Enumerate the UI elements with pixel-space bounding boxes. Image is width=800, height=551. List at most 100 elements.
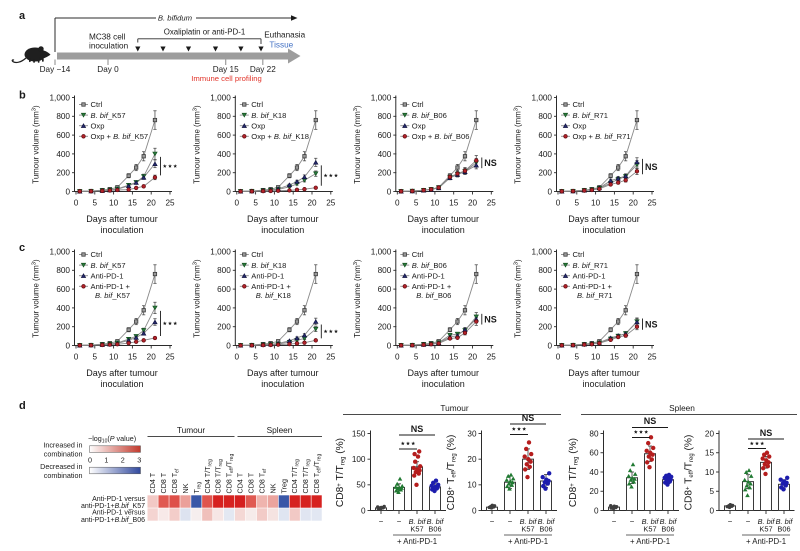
svg-text:800: 800 (538, 266, 552, 275)
svg-text:200: 200 (378, 169, 392, 178)
svg-text:Days after tumour: Days after tumour (568, 214, 640, 224)
svg-text:800: 800 (538, 112, 552, 121)
svg-text:CD8+ Teff/Treg (%): CD8+ Teff/Treg (%) (684, 435, 696, 511)
svg-text:B. bif_K18: B. bif_K18 (251, 111, 286, 120)
svg-text:20: 20 (705, 429, 715, 438)
svg-text:B. bif_B06: B. bif_B06 (416, 291, 451, 300)
svg-text:20: 20 (307, 353, 317, 362)
svg-text:CD8 Tef: CD8 Tef (257, 468, 268, 493)
svg-text:5: 5 (575, 199, 580, 208)
svg-text:60: 60 (589, 449, 599, 458)
svg-text:100: 100 (352, 455, 366, 464)
svg-text:anti-PD-1+B.bif_B06: anti-PD-1+B.bif_B06 (81, 517, 145, 524)
svg-text:0: 0 (387, 341, 392, 350)
svg-text:NS: NS (411, 424, 424, 434)
svg-text:200: 200 (56, 323, 70, 332)
svg-text:10: 10 (591, 199, 601, 208)
svg-text:20: 20 (307, 199, 317, 208)
svg-text:20: 20 (468, 199, 478, 208)
svg-text:Anti-PD-1: Anti-PD-1 (573, 271, 606, 280)
svg-text:B. bif: B. bif (642, 517, 660, 526)
svg-text:Treg: Treg (192, 482, 203, 494)
svg-text:0: 0 (547, 341, 552, 350)
svg-text:5: 5 (253, 199, 258, 208)
svg-text:5: 5 (414, 353, 419, 362)
svg-text:B. bif_B06: B. bif_B06 (412, 261, 447, 270)
svg-text:1,000: 1,000 (532, 247, 553, 256)
svg-text:15: 15 (610, 353, 620, 362)
svg-text:Tissue: Tissue (269, 41, 293, 50)
svg-text:Immune cell profiling: Immune cell profiling (191, 74, 262, 83)
svg-text:B. bif_K57: B. bif_K57 (95, 291, 130, 300)
svg-text:2: 2 (121, 455, 125, 464)
svg-text:0: 0 (226, 341, 231, 350)
svg-text:10: 10 (591, 353, 601, 362)
svg-text:15: 15 (128, 353, 138, 362)
svg-text:600: 600 (378, 131, 392, 140)
svg-text:B. bif: B. bif (409, 517, 427, 526)
svg-text:−: − (508, 517, 513, 526)
svg-text:400: 400 (538, 304, 552, 313)
svg-text:Anti-PD-1: Anti-PD-1 (251, 271, 284, 280)
svg-text:5: 5 (93, 199, 98, 208)
svg-text:200: 200 (217, 169, 231, 178)
svg-text:−: − (397, 517, 402, 526)
svg-text:CD4 T/Treg: CD4 T/Treg (290, 459, 301, 493)
svg-text:anti-PD-1+B.bif_K57: anti-PD-1+B.bif_K57 (81, 503, 145, 510)
svg-text:600: 600 (538, 131, 552, 140)
svg-text:25: 25 (487, 199, 497, 208)
svg-text:1,000: 1,000 (371, 93, 392, 102)
svg-text:B. bif_K18: B. bif_K18 (251, 261, 286, 270)
svg-text:Day 0: Day 0 (97, 65, 119, 74)
svg-text:10: 10 (109, 353, 119, 362)
svg-text:Ctrl: Ctrl (412, 250, 424, 259)
svg-text:+ Anti-PD-1: + Anti-PD-1 (630, 537, 670, 546)
svg-text:Days after tumour: Days after tumour (408, 368, 480, 378)
svg-text:25: 25 (326, 199, 336, 208)
svg-text:NS: NS (645, 319, 658, 329)
svg-text:0: 0 (556, 353, 561, 362)
svg-text:Ctrl: Ctrl (251, 250, 263, 259)
svg-text:25: 25 (326, 353, 336, 362)
svg-text:Days after tumour: Days after tumour (247, 214, 319, 224)
svg-text:B06: B06 (661, 524, 674, 533)
svg-text:B. bif: B. bif (758, 517, 776, 526)
svg-text:K57: K57 (521, 524, 534, 533)
svg-text:0: 0 (395, 199, 400, 208)
svg-text:400: 400 (56, 304, 70, 313)
svg-text:3: 3 (137, 455, 141, 464)
svg-text:15: 15 (449, 353, 459, 362)
svg-text:a: a (19, 10, 26, 22)
svg-text:Euthanasia: Euthanasia (264, 31, 305, 40)
svg-text:Oxp + B. bif_R71: Oxp + B. bif_R71 (573, 132, 631, 141)
svg-text:400: 400 (378, 304, 392, 313)
svg-text:c: c (19, 242, 25, 254)
svg-text:d: d (19, 400, 26, 412)
svg-text:200: 200 (538, 323, 552, 332)
svg-text:Days after tumour: Days after tumour (247, 368, 319, 378)
svg-text:B. bif_K57: B. bif_K57 (91, 111, 126, 120)
svg-text:400: 400 (378, 150, 392, 159)
svg-text:−: − (630, 517, 635, 526)
svg-text:0: 0 (472, 506, 477, 515)
svg-text:0: 0 (226, 187, 231, 196)
svg-text:1,000: 1,000 (532, 93, 553, 102)
svg-text:Day 22: Day 22 (250, 65, 276, 74)
svg-text:0: 0 (235, 199, 240, 208)
svg-text:inoculation: inoculation (422, 379, 465, 389)
svg-text:1,000: 1,000 (210, 247, 231, 256)
svg-text:Tumour: Tumour (177, 425, 206, 435)
svg-text:Anti-PD-1: Anti-PD-1 (91, 271, 124, 280)
svg-text:200: 200 (217, 323, 231, 332)
svg-text:800: 800 (378, 266, 392, 275)
svg-text:Ctrl: Ctrl (412, 100, 424, 109)
svg-text:Day 15: Day 15 (213, 65, 239, 74)
svg-text:800: 800 (56, 266, 70, 275)
svg-text:600: 600 (538, 285, 552, 294)
svg-text:+ Anti-PD-1: + Anti-PD-1 (397, 537, 437, 546)
svg-text:−: − (490, 517, 495, 526)
svg-text:B. bif_R71: B. bif_R71 (573, 111, 608, 120)
svg-text:0: 0 (74, 353, 79, 362)
svg-text:combination: combination (44, 450, 83, 459)
svg-text:K57: K57 (759, 524, 772, 533)
